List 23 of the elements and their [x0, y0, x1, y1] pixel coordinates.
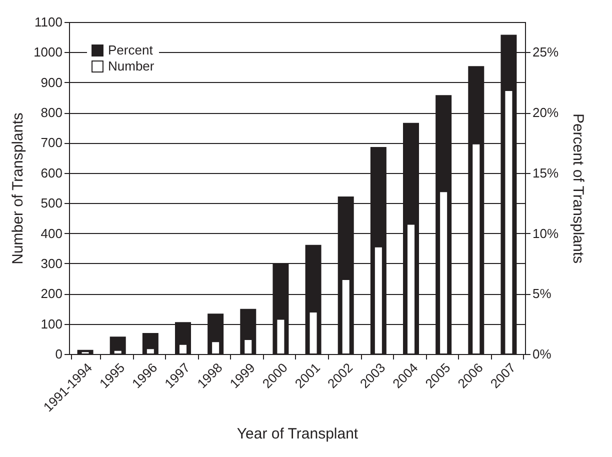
- legend-label: Number: [108, 58, 155, 74]
- y2-tick-label: 0%: [532, 346, 552, 362]
- y-tick-label: 300: [40, 256, 62, 271]
- y-tick-label: 1100: [34, 14, 62, 30]
- y2-tick-label: 20%: [532, 105, 559, 120]
- y2-axis-title: Percent of Transplants: [570, 113, 587, 264]
- y2-tick-label: 5%: [532, 286, 552, 302]
- y-tick-label: 700: [40, 135, 62, 150]
- y2-tick-label: 15%: [532, 165, 559, 180]
- y2-tick-label: 10%: [532, 226, 559, 241]
- y-tick-label: 800: [40, 105, 62, 120]
- y-tick-label: 100: [40, 316, 62, 332]
- y-tick-label: 600: [40, 165, 62, 180]
- y-tick-label: 200: [40, 286, 62, 302]
- y-tick-label: 500: [40, 196, 62, 211]
- y2-tick-label: 25%: [532, 44, 559, 60]
- y-tick-label: 0: [55, 346, 62, 362]
- y-axis-title: Number of Transplants: [10, 112, 27, 264]
- y-tick-label: 900: [40, 74, 62, 90]
- y-tick-label: 400: [40, 226, 62, 241]
- legend-label: Percent: [108, 42, 154, 58]
- y-tick-label: 1000: [34, 44, 62, 60]
- x-axis-title: Year of Transplant: [236, 426, 359, 443]
